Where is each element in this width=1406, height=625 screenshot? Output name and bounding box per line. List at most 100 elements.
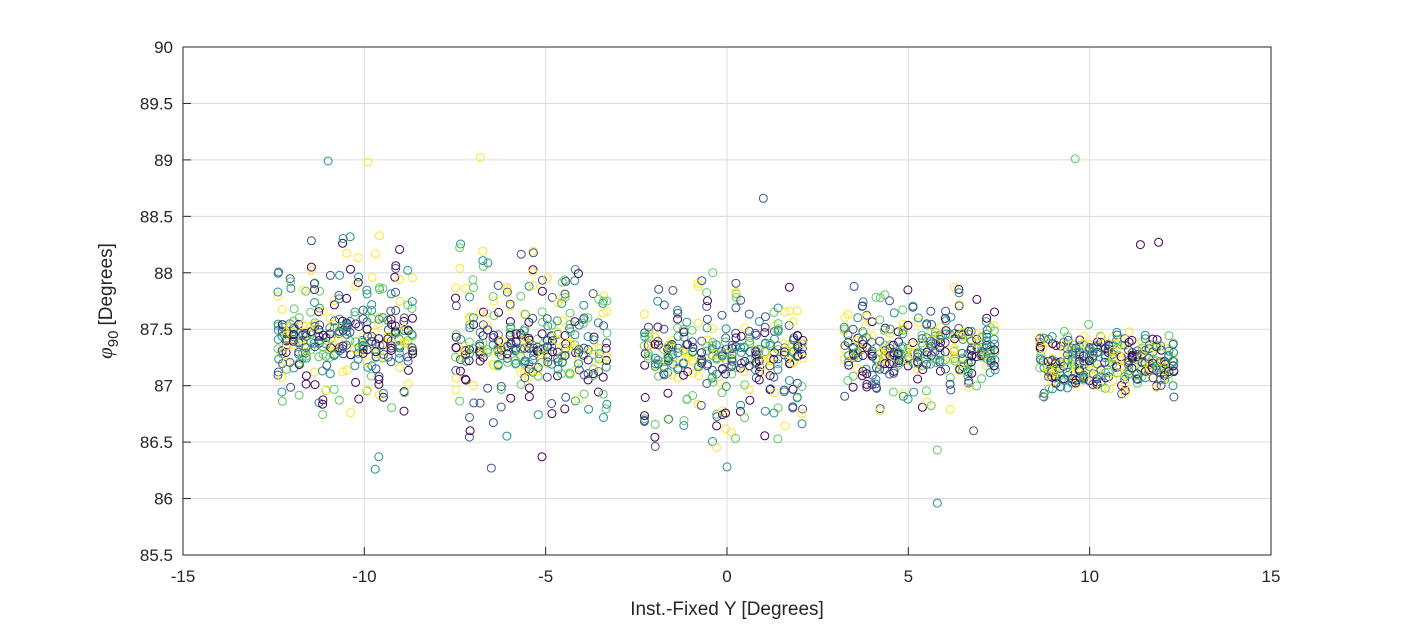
data-point [898, 388, 908, 398]
data-point [990, 345, 1000, 355]
data-point [301, 379, 311, 389]
data-point [553, 327, 562, 337]
data-point [940, 338, 950, 348]
data-point [989, 361, 999, 371]
data-point [310, 298, 319, 307]
data-point [318, 306, 328, 316]
data-point [394, 336, 404, 346]
data-point [644, 332, 654, 341]
data-point [542, 372, 552, 382]
data-point [985, 368, 995, 378]
data-point [788, 384, 798, 394]
data-point [602, 296, 612, 306]
data-point [465, 312, 474, 322]
data-point [338, 238, 348, 248]
data-point [408, 273, 417, 283]
data-point [378, 392, 388, 402]
data-point [922, 319, 932, 329]
data-point [528, 280, 538, 290]
data-point [386, 306, 396, 316]
data-point [880, 290, 890, 300]
data-point [650, 432, 660, 442]
data-point [945, 373, 955, 383]
data-point [941, 306, 951, 316]
data-point [516, 249, 526, 259]
data-point [537, 346, 547, 356]
data-point [496, 384, 506, 394]
data-point [1087, 371, 1097, 381]
x-tick-label: -5 [538, 567, 553, 586]
data-point [334, 294, 344, 304]
data-point [560, 292, 570, 302]
data-point [345, 232, 355, 242]
data-point [506, 324, 516, 334]
data-point [496, 351, 506, 360]
data-point [898, 319, 908, 329]
data-point [306, 236, 316, 246]
data-point [903, 361, 913, 371]
data-point [702, 302, 712, 311]
data-point [594, 366, 603, 376]
data-point [765, 361, 775, 371]
data-point [391, 287, 400, 297]
data-point [362, 289, 372, 299]
data-point [345, 327, 355, 337]
data-point [958, 327, 968, 337]
data-point [653, 296, 663, 306]
data-point [972, 381, 982, 391]
data-point [482, 321, 492, 331]
data-point [940, 314, 950, 323]
data-point [930, 340, 940, 350]
data-point [889, 368, 899, 378]
data-point [533, 371, 543, 381]
data-point [334, 335, 344, 345]
data-point [760, 406, 770, 416]
data-point [318, 399, 328, 409]
data-point [1154, 237, 1164, 247]
data-point [341, 326, 351, 336]
data-point [848, 382, 858, 392]
data-point [289, 330, 299, 340]
data-point [494, 307, 504, 317]
data-point [727, 360, 737, 370]
data-point [913, 317, 923, 327]
data-point [990, 307, 999, 317]
data-point [403, 356, 413, 366]
x-tick-label: 10 [1080, 567, 1099, 586]
data-point [1063, 362, 1073, 372]
data-point [273, 268, 283, 278]
data-point [558, 316, 568, 326]
data-point [721, 324, 731, 334]
data-point [917, 349, 927, 358]
data-point [898, 325, 908, 335]
data-point [354, 394, 364, 404]
data-point [323, 156, 333, 166]
data-point [483, 325, 493, 335]
data-point [338, 234, 348, 243]
data-point [735, 406, 745, 416]
data-point [644, 322, 653, 332]
data-point [711, 340, 721, 350]
data-point [731, 328, 741, 338]
data-point [844, 336, 854, 346]
data-point [885, 328, 895, 338]
data-point [740, 413, 750, 423]
data-point [493, 343, 502, 353]
data-point [588, 364, 598, 374]
data-point [528, 313, 538, 323]
data-point [773, 345, 783, 355]
data-point [773, 354, 783, 364]
data-point [455, 366, 465, 376]
data-point [788, 403, 798, 413]
data-point [940, 355, 950, 365]
data-point [565, 368, 575, 378]
data-point [379, 350, 389, 359]
data-point [758, 193, 768, 203]
data-point [769, 334, 779, 344]
data-point [875, 360, 885, 370]
data-point [574, 348, 583, 358]
data-point [565, 324, 575, 333]
data-point [964, 378, 974, 388]
data-point [949, 282, 959, 292]
data-point [1120, 385, 1130, 395]
